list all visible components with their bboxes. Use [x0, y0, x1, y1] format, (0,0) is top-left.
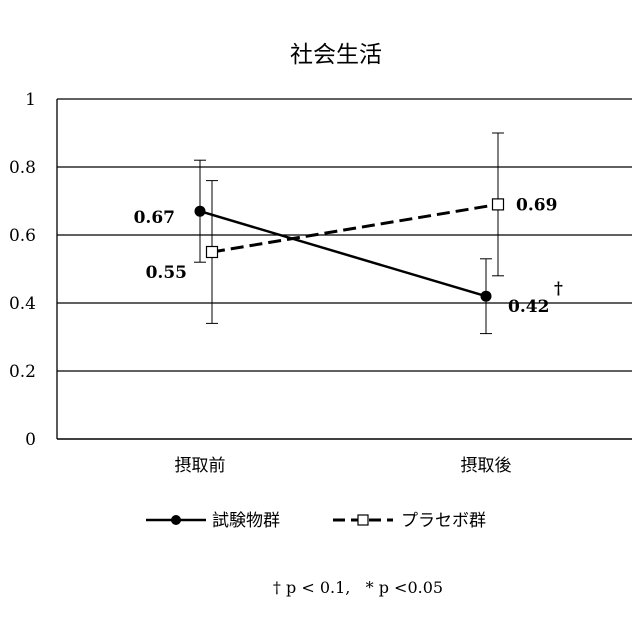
significance-mark: † [554, 279, 563, 299]
data-label: 0.69 [516, 195, 557, 215]
data-point [194, 205, 206, 217]
legend-label-placebo-group: プラセボ群 [401, 511, 486, 531]
data-point [491, 198, 505, 211]
y-tick-label: 0.2 [9, 362, 36, 382]
x-axis-categories: 摂取前 摂取後 [175, 456, 512, 476]
data-label: 0.55 [146, 263, 187, 283]
y-tick-label: 0.6 [9, 226, 36, 246]
footnote: † p < 0.1, * p <0.05 [273, 578, 443, 597]
legend-label-test-group: 試験物群 [212, 511, 280, 531]
data-label: 0.42 [508, 297, 549, 317]
data-point [480, 290, 492, 302]
y-tick-label: 0.4 [9, 294, 36, 314]
legend: 試験物群 プラセボ群 [146, 511, 486, 531]
y-tick-label: 0.8 [9, 158, 36, 178]
data-label: 0.67 [134, 208, 175, 228]
chart-title: 社会生活 [290, 42, 382, 68]
y-tick-label: 0 [25, 430, 36, 450]
legend-marker-placebo-group [357, 514, 369, 526]
series-line [199, 210, 487, 298]
y-tick-label: 1 [25, 90, 36, 110]
y-axis-ticks: 0 0.2 0.4 0.6 0.8 1 [9, 90, 36, 450]
gridlines [56, 98, 632, 440]
series-line [211, 202, 499, 254]
series-group [194, 132, 505, 335]
legend-marker-test-group [171, 515, 181, 525]
x-category-label: 摂取前 [175, 456, 226, 476]
data-point [205, 245, 219, 259]
data-labels: 0.67 0.42 0.55 0.69 † [134, 195, 563, 317]
x-category-label: 摂取後 [461, 456, 512, 476]
